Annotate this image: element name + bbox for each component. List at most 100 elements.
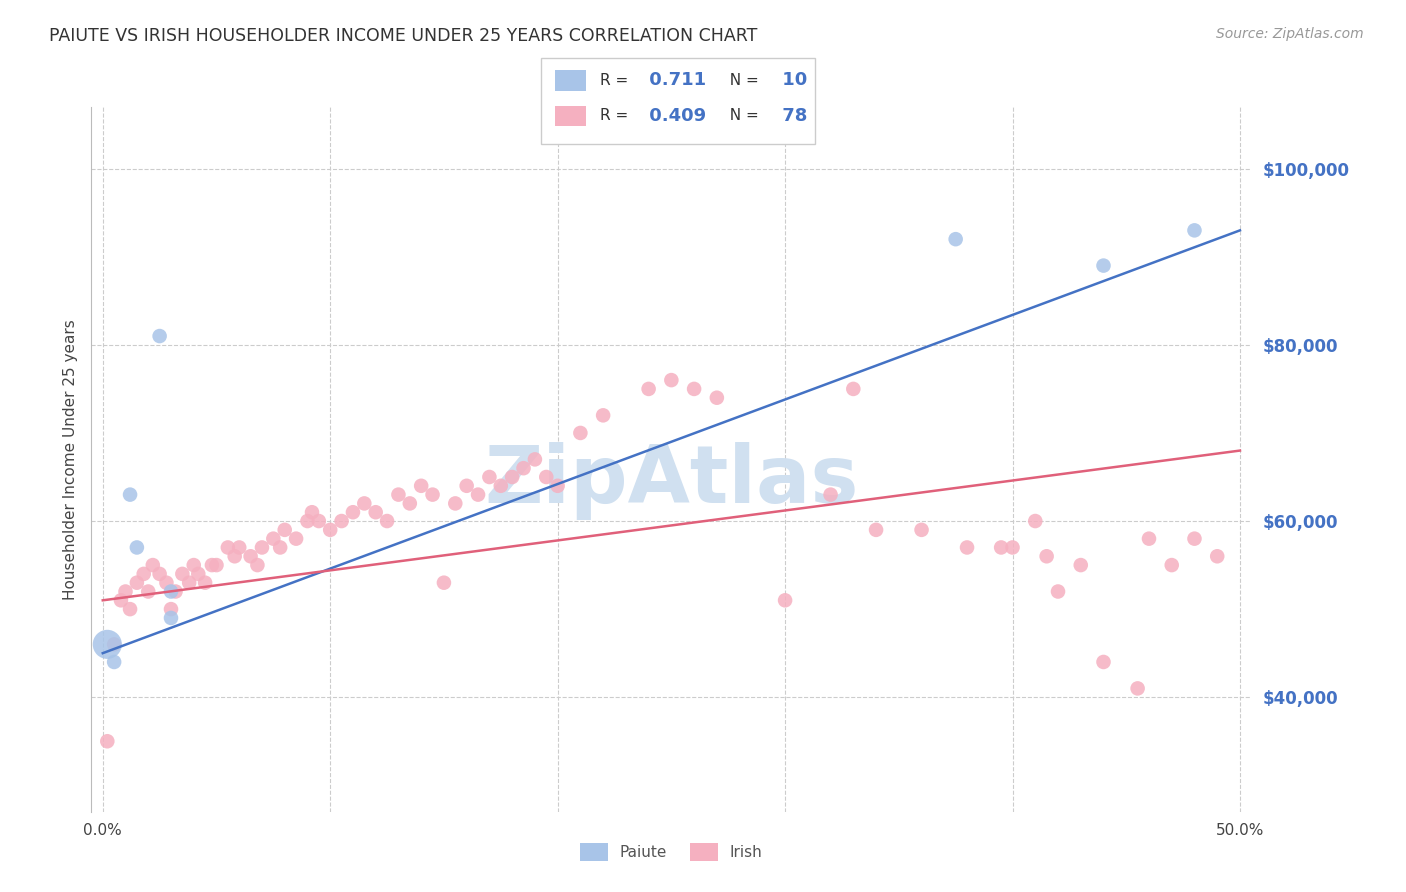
Point bbox=[398, 496, 420, 510]
Point bbox=[228, 541, 250, 555]
Point bbox=[375, 514, 398, 528]
Point bbox=[467, 487, 489, 501]
Point bbox=[136, 584, 159, 599]
Point bbox=[142, 558, 165, 573]
Point bbox=[160, 611, 183, 625]
Point bbox=[183, 558, 205, 573]
Point bbox=[125, 541, 148, 555]
Point bbox=[1046, 584, 1069, 599]
Point bbox=[1024, 514, 1046, 528]
Point bbox=[187, 566, 209, 581]
Point bbox=[945, 232, 967, 246]
Point bbox=[456, 479, 478, 493]
Point bbox=[411, 479, 433, 493]
Point bbox=[308, 514, 330, 528]
Point bbox=[319, 523, 342, 537]
Point bbox=[179, 575, 201, 590]
Text: 10: 10 bbox=[776, 71, 807, 89]
Point bbox=[820, 487, 842, 501]
Point bbox=[536, 470, 558, 484]
Point bbox=[478, 470, 501, 484]
Point bbox=[132, 566, 155, 581]
Text: ZipAtlas: ZipAtlas bbox=[484, 442, 859, 519]
Point bbox=[637, 382, 659, 396]
Point bbox=[773, 593, 796, 607]
Point bbox=[239, 549, 262, 564]
Point bbox=[523, 452, 546, 467]
Point bbox=[683, 382, 706, 396]
Text: 78: 78 bbox=[776, 107, 807, 125]
Point bbox=[246, 558, 269, 573]
Point bbox=[353, 496, 375, 510]
Point bbox=[120, 487, 141, 501]
Point bbox=[910, 523, 932, 537]
Point bbox=[569, 425, 592, 440]
Point bbox=[149, 329, 172, 343]
Point bbox=[444, 496, 467, 510]
Point bbox=[433, 575, 456, 590]
Point bbox=[501, 470, 523, 484]
Point bbox=[149, 566, 172, 581]
Point bbox=[103, 655, 125, 669]
Point bbox=[489, 479, 512, 493]
Point bbox=[160, 584, 183, 599]
Point bbox=[364, 505, 387, 519]
Point bbox=[990, 541, 1012, 555]
Point bbox=[217, 541, 239, 555]
Point bbox=[262, 532, 284, 546]
Point bbox=[706, 391, 728, 405]
Point bbox=[125, 575, 148, 590]
Point bbox=[1001, 541, 1024, 555]
Point bbox=[110, 593, 132, 607]
Point bbox=[1035, 549, 1057, 564]
Point bbox=[1184, 532, 1206, 546]
Text: N =: N = bbox=[720, 73, 759, 87]
Point bbox=[201, 558, 224, 573]
Point bbox=[1206, 549, 1229, 564]
Text: 0.711: 0.711 bbox=[643, 71, 706, 89]
Point bbox=[330, 514, 353, 528]
Point bbox=[96, 734, 118, 748]
Point bbox=[165, 584, 187, 599]
Point bbox=[1092, 655, 1115, 669]
Point bbox=[285, 532, 308, 546]
Point bbox=[160, 602, 183, 616]
Point bbox=[194, 575, 217, 590]
Point bbox=[422, 487, 444, 501]
Point bbox=[842, 382, 865, 396]
Point bbox=[224, 549, 246, 564]
Y-axis label: Householder Income Under 25 years: Householder Income Under 25 years bbox=[62, 319, 77, 599]
Point bbox=[103, 637, 125, 651]
Point bbox=[273, 523, 295, 537]
Point bbox=[659, 373, 682, 387]
Point bbox=[512, 461, 534, 475]
Point bbox=[865, 523, 887, 537]
Point bbox=[956, 541, 979, 555]
Point bbox=[1092, 259, 1115, 273]
Point bbox=[1160, 558, 1182, 573]
Point bbox=[155, 575, 177, 590]
Text: R =: R = bbox=[600, 73, 628, 87]
Point bbox=[96, 637, 118, 651]
Point bbox=[297, 514, 319, 528]
Point bbox=[205, 558, 228, 573]
Text: PAIUTE VS IRISH HOUSEHOLDER INCOME UNDER 25 YEARS CORRELATION CHART: PAIUTE VS IRISH HOUSEHOLDER INCOME UNDER… bbox=[49, 27, 758, 45]
Text: Source: ZipAtlas.com: Source: ZipAtlas.com bbox=[1216, 27, 1364, 41]
Point bbox=[1184, 223, 1206, 237]
Text: N =: N = bbox=[720, 109, 759, 123]
Legend: Paiute, Irish: Paiute, Irish bbox=[574, 837, 769, 868]
Point bbox=[120, 602, 141, 616]
Point bbox=[269, 541, 291, 555]
Point bbox=[1070, 558, 1092, 573]
Text: R =: R = bbox=[600, 109, 628, 123]
Point bbox=[342, 505, 364, 519]
Point bbox=[250, 541, 273, 555]
Point bbox=[1137, 532, 1160, 546]
Point bbox=[1126, 681, 1149, 696]
Point bbox=[301, 505, 323, 519]
Text: 0.409: 0.409 bbox=[643, 107, 706, 125]
Point bbox=[592, 409, 614, 423]
Point bbox=[172, 566, 194, 581]
Point bbox=[114, 584, 136, 599]
Point bbox=[547, 479, 569, 493]
